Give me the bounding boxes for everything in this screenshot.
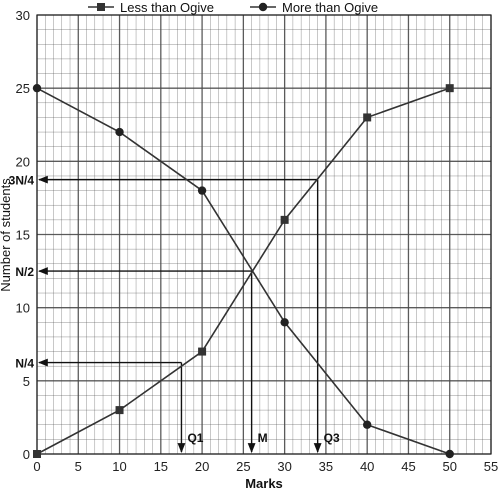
data-point-square (363, 113, 372, 122)
annotation-x-label: Q1 (187, 431, 203, 445)
x-tick-label: 55 (484, 459, 498, 474)
annotation-y-label: N/4 (15, 357, 34, 371)
y-axis-label: Number of students (0, 178, 13, 292)
x-tick-label: 10 (112, 459, 126, 474)
x-axis-label: Marks (245, 476, 283, 491)
data-point-circle (362, 420, 372, 429)
data-point-square (445, 84, 454, 93)
data-point-circle (115, 127, 124, 137)
y-tick-label: 10 (16, 301, 30, 316)
legend-label: Less than Ogive (120, 0, 214, 15)
x-tick-label: 5 (75, 459, 82, 474)
data-point-square (115, 406, 124, 415)
plot-frame (36, 14, 492, 455)
grid (36, 14, 492, 455)
x-tick-label: 30 (277, 459, 291, 474)
series-line (36, 87, 450, 455)
x-tick-label: 20 (195, 459, 209, 474)
data-point-circle (197, 186, 207, 195)
annotation-x-label: M (258, 431, 268, 445)
y-tick-label: 20 (16, 154, 30, 169)
axes: 0 5 10 15 20 25 30 35 40 45 50 55 0 5 10 15 20 25 30 (16, 8, 499, 474)
x-tick-label: 35 (319, 459, 333, 474)
y-tick-label: 15 (16, 228, 30, 243)
data-point-circle (280, 318, 289, 327)
y-tick-label: 25 (16, 81, 30, 96)
x-tick-label: 25 (236, 459, 250, 474)
annotations: N/4 Q1 N/2 M 3N/4 Q3 (9, 174, 340, 453)
series-line (36, 87, 450, 455)
data-point-square (198, 347, 207, 356)
x-tick-label: 45 (401, 459, 415, 474)
annotation-y-label: 3N/4 (9, 174, 35, 188)
legend-marker-circle (258, 2, 268, 12)
legend-marker-square (97, 3, 105, 11)
x-tick-label: 40 (360, 459, 374, 474)
data-point-circle (32, 83, 42, 93)
annotation-y-label: N/2 (15, 265, 34, 279)
y-tick-label: 30 (16, 8, 30, 23)
y-tick-label: 5 (23, 374, 30, 389)
y-tick-label: 0 (23, 447, 30, 462)
legend-label: More than Ogive (282, 0, 378, 15)
data-point-square (33, 450, 41, 458)
x-tick-label: 50 (442, 459, 456, 474)
legend: Less than Ogive More than Ogive (88, 0, 378, 15)
series (32, 83, 454, 459)
data-point-square (280, 215, 289, 224)
x-tick-label: 0 (33, 459, 40, 474)
x-tick-label: 15 (154, 459, 168, 474)
data-point-circle (445, 449, 454, 459)
annotation-x-label: Q3 (324, 431, 340, 445)
